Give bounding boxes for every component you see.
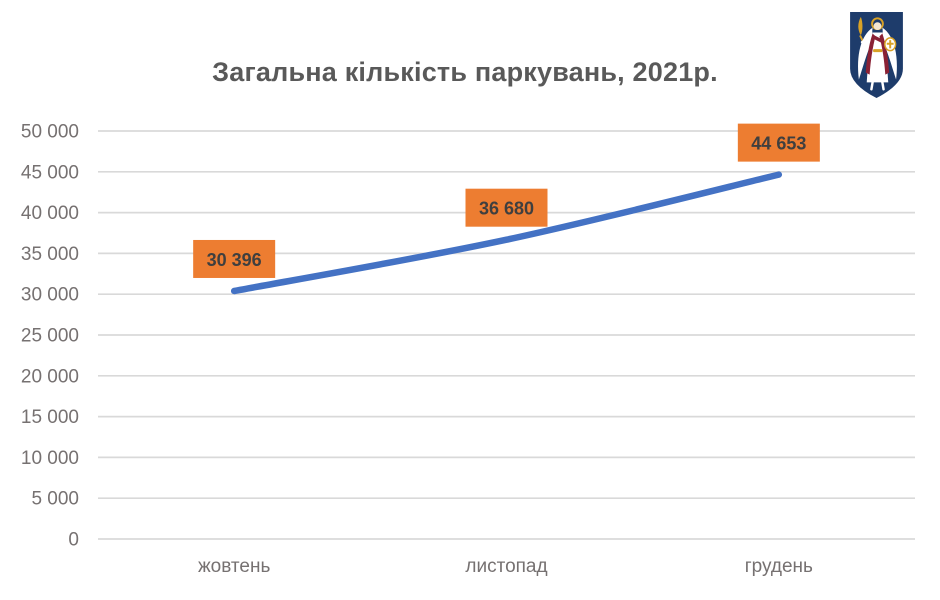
y-axis-tick-label: 20 000	[21, 366, 79, 387]
y-axis-tick-label: 15 000	[21, 407, 79, 428]
y-axis-tick-label: 50 000	[21, 122, 79, 143]
emblem-left-wing	[858, 27, 874, 80]
emblem-feet	[870, 81, 885, 91]
emblem-cross	[886, 40, 894, 49]
data-label: 30 396	[207, 250, 262, 270]
kyiv-coat-of-arms-icon	[850, 11, 903, 99]
data-label-box	[465, 188, 548, 227]
data-label: 44 653	[751, 134, 806, 154]
emblem-cape-left	[865, 33, 876, 75]
x-axis-category-label: листопад	[465, 556, 547, 577]
y-axis-tick-label: 35 000	[21, 244, 79, 265]
y-axis-tick-label: 45 000	[21, 162, 79, 183]
y-axis-tick-label: 5 000	[31, 489, 79, 510]
y-axis-tick-label: 40 000	[21, 203, 79, 224]
emblem-belt	[873, 49, 883, 53]
emblem-cape-right	[879, 33, 890, 75]
series-line	[230, 171, 783, 295]
data-label-box	[193, 239, 276, 278]
x-axis-category-label: грудень	[745, 556, 813, 577]
y-axis-tick-label: 10 000	[21, 448, 79, 469]
emblem-flame	[858, 16, 863, 36]
data-label-box	[737, 123, 820, 162]
chart-title: Загальна кількість паркувань, 2021р.	[212, 57, 718, 87]
y-axis-tick-label: 25 000	[21, 326, 79, 347]
y-axis-tick-label: 30 000	[21, 285, 79, 306]
y-axis-tick-label: 0	[68, 530, 79, 551]
data-label: 36 680	[479, 199, 534, 219]
emblem-head	[873, 22, 882, 31]
emblem-right-arm	[860, 34, 875, 44]
x-axis-category-label: жовтень	[198, 556, 271, 577]
emblem-cape-chest	[872, 34, 883, 44]
